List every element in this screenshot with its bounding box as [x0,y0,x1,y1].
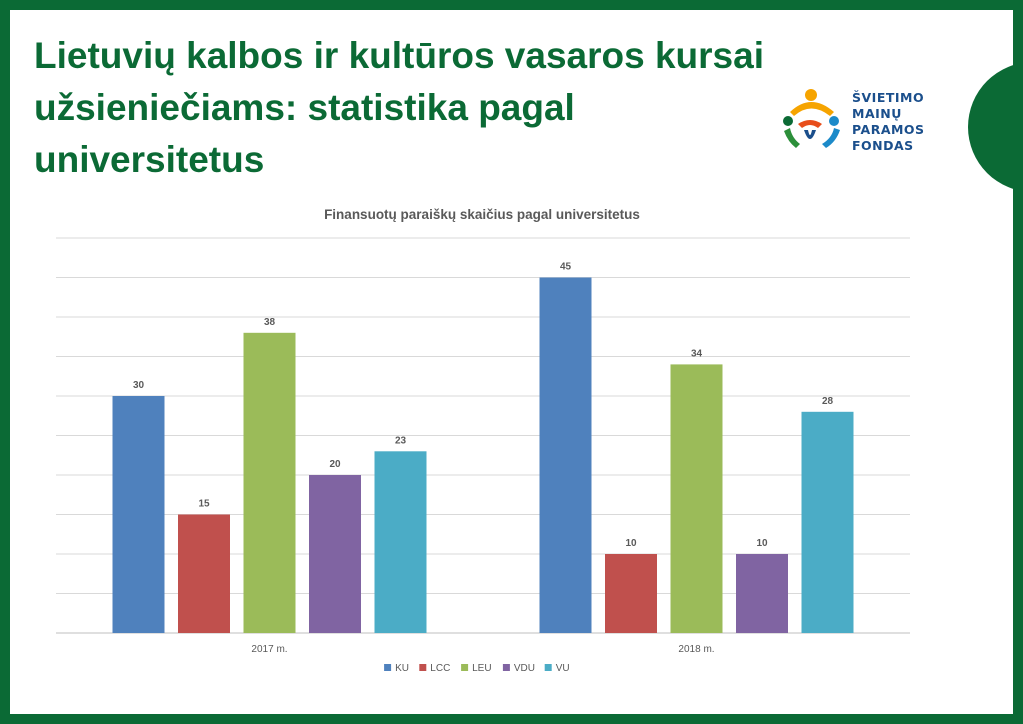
logo-line: MAINŲ [852,106,902,121]
data-label: 34 [691,348,703,359]
legend-swatch [384,664,392,671]
logo: ŠVIETIMO MAINŲ PARAMOS FONDAS [782,82,942,162]
bar-ku-1 [539,277,592,633]
x-tick-label: 2017 m. [251,644,287,655]
bar-vdu-0 [309,475,361,633]
bar-leu-0 [243,332,296,633]
chart-bars: 30 15 38 20 23 45 10 34 10 28 [112,262,854,633]
bar-leu-1 [670,364,723,633]
data-label: 23 [395,435,407,446]
slide: Lietuvių kalbos ir kultūros vasaros kurs… [10,10,1013,714]
logo-text: ŠVIETIMO MAINŲ PARAMOS FONDAS [852,90,925,154]
bar-vu-1 [801,411,854,633]
slide-title: Lietuvių kalbos ir kultūros vasaros kurs… [34,35,764,180]
x-axis-tick-labels: 2017 m. 2018 m. [251,644,714,655]
x-tick-label: 2018 m. [678,644,714,655]
bar-lcc-0 [178,514,230,633]
data-label: 10 [756,538,768,549]
chart-legend: KU LCC LEU VDU VU [384,663,570,674]
data-label: 38 [264,317,276,328]
people-figures-logo-icon [783,89,840,148]
legend-swatch [461,664,469,671]
logo-line: FONDAS [852,138,914,153]
bar-vu-0 [374,451,427,633]
bar-ku-0 [112,396,165,633]
legend-label: VU [556,663,570,674]
bar-chart: Finansuotų paraiškų skaičius pagal unive… [56,207,910,674]
legend-label: LEU [472,663,491,674]
legend-label: LCC [430,663,450,674]
legend-swatch [502,664,510,671]
legend-label: KU [395,663,409,674]
legend-swatch [419,664,427,671]
data-label: 20 [329,459,341,470]
legend-swatch [544,664,552,671]
legend-label: VDU [514,663,535,674]
bar-lcc-1 [605,554,657,633]
data-label: 15 [198,499,210,510]
data-label: 28 [822,396,834,407]
logo-line: PARAMOS [852,122,925,137]
chart-title: Finansuotų paraiškų skaičius pagal unive… [324,207,640,222]
data-label: 10 [625,538,637,549]
logo-line: ŠVIETIMO [852,90,925,105]
bar-vdu-1 [736,554,788,633]
data-label: 45 [560,262,572,273]
data-label: 30 [133,380,145,391]
